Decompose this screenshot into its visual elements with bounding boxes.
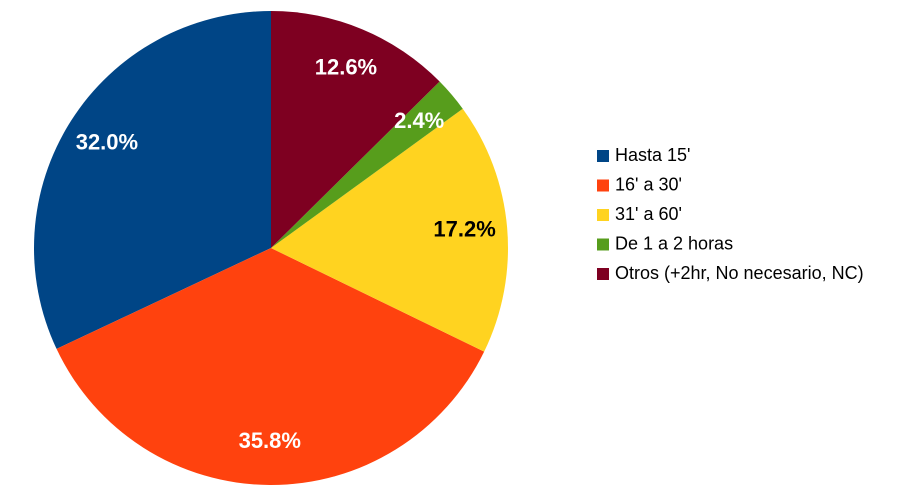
value-label: 12.6%	[315, 55, 377, 80]
legend-swatch	[597, 209, 609, 221]
legend-swatch	[597, 150, 609, 162]
legend-swatch	[597, 179, 609, 192]
legend-label: Hasta 15'	[615, 145, 690, 165]
value-label: 2.4%	[394, 108, 444, 133]
legend-label: De 1 a 2 horas	[615, 233, 733, 253]
legend-swatch	[597, 268, 609, 280]
legend-swatch	[597, 238, 609, 251]
pie-slice	[271, 108, 508, 352]
pie-slice	[271, 11, 440, 248]
legend-label: 16' a 30'	[615, 174, 682, 194]
pie-slice	[56, 248, 485, 485]
value-label: 35.8%	[239, 428, 301, 453]
value-label: 17.2%	[433, 217, 495, 242]
pie-slice	[33, 11, 271, 349]
pie-slice	[271, 81, 463, 248]
legend-label: 31' a 60'	[615, 204, 682, 224]
legend-label: Otros (+2hr, No necesario, NC)	[615, 263, 864, 283]
value-label: 32.0%	[76, 130, 138, 155]
